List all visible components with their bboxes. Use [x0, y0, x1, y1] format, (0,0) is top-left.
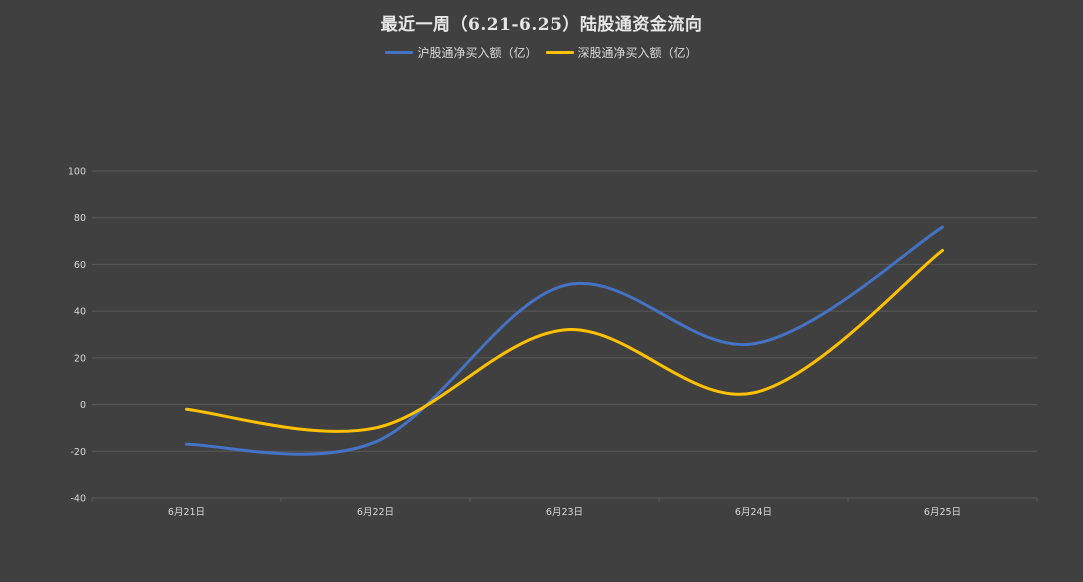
- legend: 沪股通净买入额（亿） 深股通净买入额（亿）: [0, 44, 1083, 61]
- x-tick-label: 6月22日: [357, 507, 394, 518]
- y-tick-label: 60: [74, 260, 86, 271]
- series-line-sh: [185, 225, 944, 456]
- legend-item-sh: 沪股通净买入额（亿）: [385, 44, 538, 61]
- legend-label-sz: 深股通净买入额（亿）: [577, 46, 698, 60]
- legend-swatch-sh: [385, 51, 414, 54]
- y-tick-label: 80: [74, 213, 86, 224]
- series-line-sz: [185, 248, 944, 433]
- x-tick-label: 6月24日: [735, 507, 772, 518]
- y-tick-label: 100: [68, 167, 86, 178]
- y-tick-label: 0: [80, 400, 86, 411]
- x-tick-label: 6月25日: [924, 507, 961, 518]
- y-tick-label: 40: [74, 307, 86, 318]
- y-tick-label: 20: [74, 353, 86, 364]
- legend-swatch-sz: [545, 51, 574, 54]
- x-tick-label: 6月23日: [546, 507, 583, 518]
- legend-label-sh: 沪股通净买入额（亿）: [417, 46, 538, 60]
- y-tick-label: -40: [70, 494, 86, 505]
- chart-title: 最近一周（6.21-6.25）陆股通资金流向: [380, 15, 703, 35]
- legend-item-sz: 深股通净买入额（亿）: [545, 44, 698, 61]
- x-tick-label: 6月21日: [168, 507, 205, 518]
- y-tick-label: -20: [70, 447, 86, 458]
